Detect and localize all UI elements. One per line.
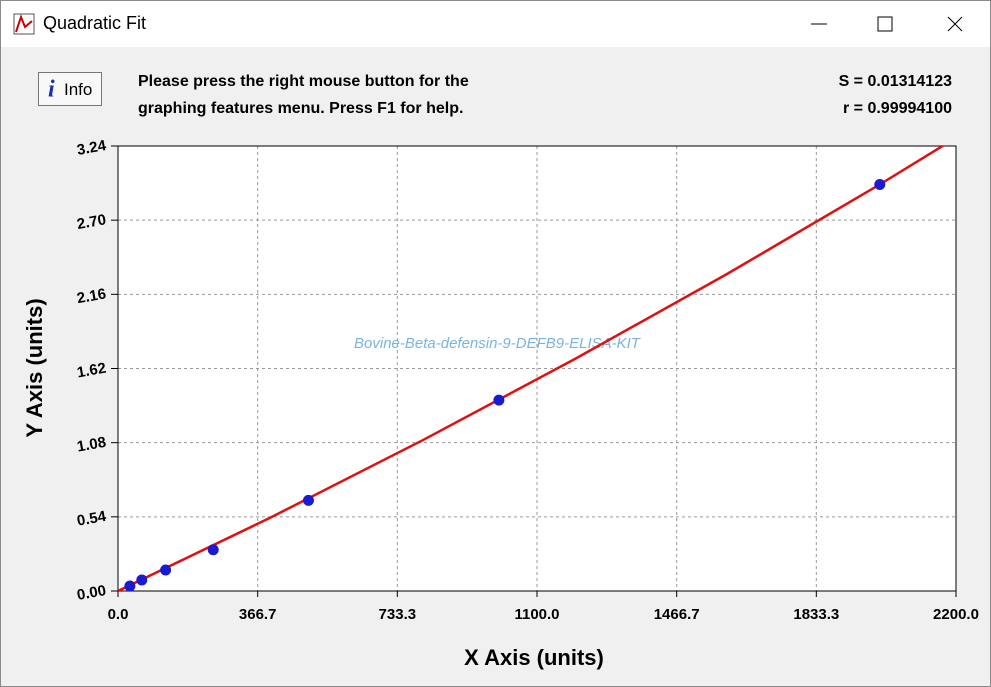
watermark: Bovine-Beta-defensin-9-DEFB9-ELISA-KIT: [354, 335, 642, 352]
app-icon: [13, 13, 35, 35]
y-axis-title: Y Axis (units): [22, 298, 47, 437]
window-title: Quadratic Fit: [43, 13, 147, 33]
data-point: [874, 178, 886, 190]
x-tick-label: 2200.0: [933, 606, 979, 623]
x-tick-label: 0.0: [108, 606, 129, 623]
y-tick-label: 1.08: [76, 434, 108, 456]
x-tick-label: 366.7: [239, 606, 277, 623]
y-tick-label: 2.16: [76, 285, 108, 307]
svg-text:i: i: [48, 77, 55, 103]
x-tick-label: 1466.7: [654, 606, 700, 623]
instruction: graphing features menu. Press F1 for hel…: [138, 100, 463, 117]
data-point: [493, 394, 505, 406]
data-point: [207, 544, 219, 556]
y-tick-label: 3.24: [76, 137, 108, 159]
plot-frame: [117, 145, 957, 592]
data-point: [160, 564, 172, 576]
maximize[interactable]: [877, 16, 893, 32]
info-button[interactable]: i Info: [38, 72, 102, 106]
stat: r = 0.99994100: [843, 100, 952, 117]
close[interactable]: [947, 16, 963, 32]
window-controls[interactable]: [790, 1, 990, 47]
x-tick-label: 1833.3: [793, 606, 839, 623]
data-point: [124, 580, 136, 591]
plot-clip: [118, 146, 945, 591]
title-bar: Quadratic Fit: [1, 1, 990, 47]
y-tick-label: 2.70: [76, 211, 108, 233]
x-tick-label: 733.3: [379, 606, 417, 623]
info-icon: i: [48, 77, 55, 103]
info-label: Info: [64, 80, 93, 99]
y-tick-label: 1.62: [76, 360, 108, 382]
stat: S = 0.01314123: [839, 73, 953, 90]
y-tick-label: 0.00: [76, 582, 108, 604]
instruction: Please press the right mouse button for …: [138, 73, 469, 90]
x-axis-title: X Axis (units): [464, 645, 604, 670]
y-tick-label: 0.54: [76, 508, 108, 530]
x-tick-label: 1100.0: [514, 606, 559, 623]
data-point: [136, 574, 148, 586]
data-point: [302, 494, 314, 506]
